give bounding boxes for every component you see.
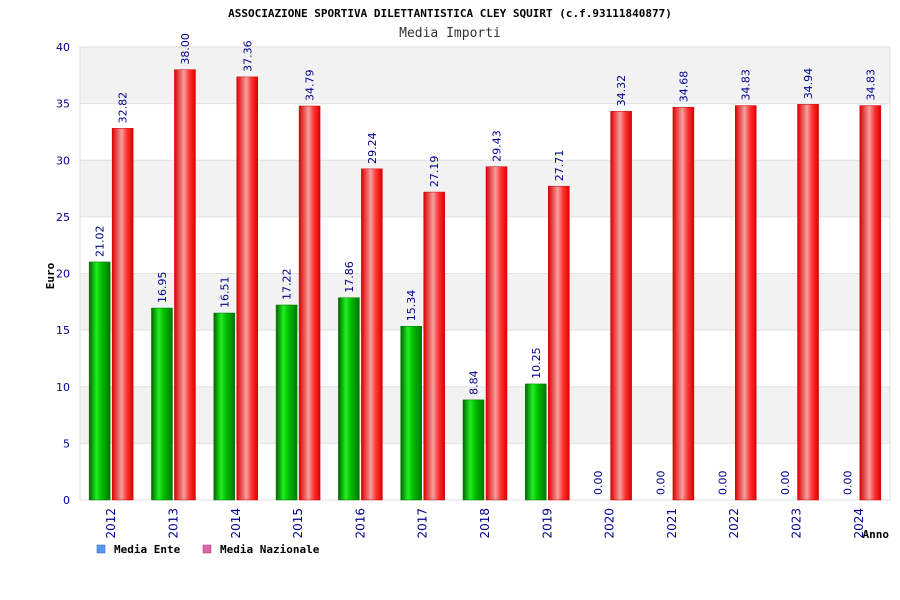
value-label: 34.94 [802, 68, 815, 100]
bar-media-ente [400, 326, 422, 501]
y-tick-label: 10 [56, 381, 70, 394]
value-label: 16.51 [218, 277, 231, 309]
value-label: 10.25 [530, 347, 543, 379]
legend-swatch-media-ente [96, 544, 106, 554]
y-tick-label: 25 [56, 211, 70, 224]
y-tick-label: 40 [56, 41, 70, 54]
value-label: 15.34 [405, 290, 418, 322]
value-label: 37.36 [241, 40, 254, 72]
plot-band [80, 47, 890, 104]
value-label: 34.79 [304, 70, 317, 102]
value-label: 17.22 [281, 268, 294, 300]
x-tick-label: 2023 [790, 508, 804, 539]
value-label: 0.00 [654, 471, 667, 496]
bar-media-nazionale [797, 104, 819, 501]
bar-media-nazionale [174, 69, 196, 501]
value-label: 34.68 [677, 71, 690, 103]
bar-media-ente [275, 304, 298, 501]
bar-media-nazionale [548, 185, 570, 501]
bar-media-nazionale [361, 168, 383, 501]
value-label: 17.86 [343, 261, 356, 293]
y-tick-label: 35 [56, 98, 70, 111]
bar-media-nazionale [485, 166, 508, 501]
x-tick-label: 2012 [104, 508, 118, 539]
y-axis-ticks: 0 5 10 15 20 25 30 35 40 [56, 41, 70, 507]
y-tick-label: 15 [56, 324, 70, 337]
value-label: 27.19 [428, 156, 441, 188]
legend-label-media-nazionale: Media Nazionale [220, 543, 320, 556]
bar-media-nazionale [734, 105, 757, 501]
value-label: 29.43 [491, 130, 504, 162]
x-tick-label: 2014 [229, 508, 243, 539]
x-tick-label: 2019 [540, 508, 554, 539]
legend-label-media-ente: Media Ente [114, 543, 181, 556]
x-tick-label: 2022 [727, 508, 741, 539]
bar-media-nazionale [672, 106, 695, 501]
value-label: 0.00 [592, 471, 605, 496]
value-label: 34.32 [615, 75, 628, 107]
value-label: 0.00 [717, 471, 730, 496]
bar-media-ente [151, 307, 173, 501]
bar-media-nazionale [859, 105, 882, 501]
x-axis-label: Anno [863, 528, 890, 541]
x-tick-label: 2021 [665, 508, 679, 539]
y-tick-label: 0 [63, 494, 70, 507]
x-tick-label: 2018 [478, 508, 492, 539]
x-tick-label: 2017 [416, 508, 430, 539]
bars [88, 69, 882, 501]
x-tick-label: 2015 [291, 508, 305, 539]
bar-media-nazionale [236, 76, 259, 501]
value-label: 16.95 [156, 272, 169, 304]
legend: Media Ente Media Nazionale [96, 543, 320, 556]
value-label: 34.83 [864, 69, 877, 101]
value-label: 8.84 [468, 370, 481, 395]
x-axis-ticks: 2012 2013 2014 2015 2016 2017 2018 2019 2020 2021… [104, 508, 866, 539]
bar-media-ente [525, 383, 547, 501]
bar-media-ente [88, 261, 111, 501]
value-label: 32.82 [117, 92, 130, 123]
y-tick-label: 20 [56, 268, 70, 281]
value-label: 0.00 [779, 471, 792, 496]
legend-swatch-media-nazionale [202, 544, 212, 554]
plot-band [80, 160, 890, 217]
x-tick-label: 2016 [353, 508, 367, 539]
value-label: 38.00 [179, 33, 192, 65]
bar-media-ente [462, 399, 485, 501]
plot-band [80, 443, 890, 500]
plot-band [80, 103, 890, 161]
bar-media-nazionale [610, 111, 632, 501]
plot-band [80, 216, 890, 274]
bar-media-nazionale [111, 128, 134, 501]
value-label: 21.02 [94, 225, 107, 257]
plot-band [80, 273, 890, 331]
x-tick-label: 2020 [603, 508, 617, 539]
plot-band [80, 330, 890, 387]
y-tick-label: 30 [56, 154, 70, 167]
y-axis-label: Euro [44, 262, 57, 289]
bar-media-nazionale [298, 105, 321, 501]
value-label: 0.00 [841, 471, 854, 496]
x-tick-label: 2024 [852, 508, 866, 539]
chart-subtitle: Media Importi [399, 26, 501, 41]
plot-band [80, 386, 890, 444]
bar-media-ente [338, 297, 360, 501]
value-labels: 21.02 32.82 16.95 38.00 16.51 37.36 17.22 34.79… [94, 33, 878, 495]
value-label: 29.24 [366, 132, 379, 164]
x-tick-label: 2013 [166, 508, 180, 539]
bar-media-nazionale [423, 191, 445, 501]
value-label: 27.71 [553, 150, 566, 182]
bar-media-ente [213, 312, 236, 501]
chart-title: ASSOCIAZIONE SPORTIVA DILETTANTISTICA CL… [228, 7, 672, 20]
y-tick-label: 5 [63, 437, 70, 450]
value-label: 34.83 [740, 69, 753, 101]
